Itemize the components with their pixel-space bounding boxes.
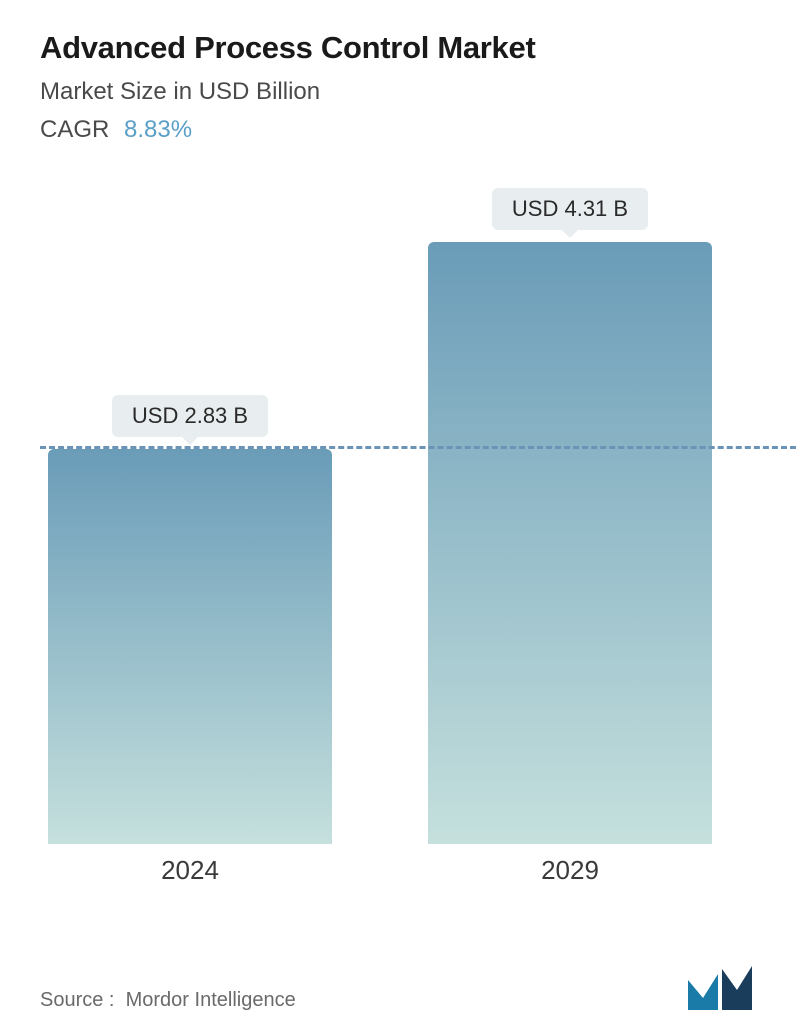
source-label: Source : <box>40 989 114 1011</box>
value-badge-2029: USD 4.31 B <box>492 188 648 230</box>
chart-area: USD 2.83 B USD 4.31 B 2024 2029 <box>40 184 756 904</box>
reference-line <box>40 446 796 449</box>
source-name: Mordor Intelligence <box>126 989 296 1011</box>
chart-container: Advanced Process Control Market Market S… <box>0 0 796 1034</box>
footer: Source : Mordor Intelligence <box>40 966 756 1012</box>
cagr-value: 8.83% <box>124 116 192 143</box>
cagr-label: CAGR <box>40 116 109 143</box>
mordor-logo-icon <box>686 966 756 1012</box>
chart-subtitle: Market Size in USD Billion <box>40 78 756 106</box>
value-badge-2024: USD 2.83 B <box>112 395 268 437</box>
x-axis-label-2024: 2024 <box>48 855 332 886</box>
bar-2024 <box>48 449 332 844</box>
x-axis-label-2029: 2029 <box>428 855 712 886</box>
source-text: Source : Mordor Intelligence <box>40 989 296 1012</box>
cagr-row: CAGR 8.83% <box>40 116 756 144</box>
bar-group-2024: USD 2.83 B <box>48 395 332 844</box>
chart-title: Advanced Process Control Market <box>40 30 756 66</box>
bar-2029 <box>428 242 712 844</box>
bar-group-2029: USD 4.31 B <box>428 188 712 844</box>
